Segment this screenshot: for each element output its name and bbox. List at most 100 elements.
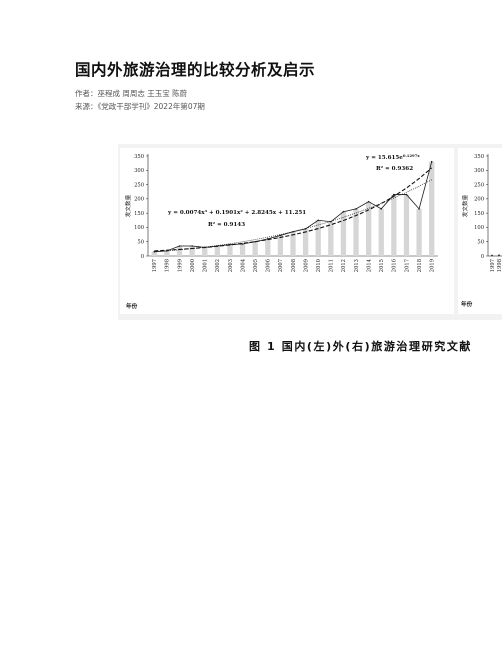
left-y-tick-label: 350 [134, 154, 144, 160]
left-y-tick-label: 0 [141, 254, 144, 260]
right-y-tick-label: 250 [474, 182, 484, 188]
figure-panel: 0 50 100 150 200 250 300 350 发文数量 1997 1998 1999 200… [118, 144, 502, 320]
left-x-tick-label: 2015 [379, 259, 385, 272]
left-data-point [367, 200, 370, 203]
left-x-tick-label: 2017 [404, 259, 410, 272]
left-x-tick-label: 2019 [429, 259, 435, 272]
left-bar [340, 211, 347, 256]
left-bar [353, 208, 359, 256]
right-x-axis-title: 年份 [461, 300, 473, 308]
left-data-point [254, 240, 256, 243]
right-chart-background [458, 148, 502, 314]
left-bar [151, 251, 157, 256]
left-data-point [216, 245, 219, 247]
right-data-point [498, 254, 500, 256]
left-data-point [266, 238, 269, 240]
document-title: 国内外旅游治理的比较分析及启示 [75, 61, 316, 79]
left-bar [315, 220, 321, 256]
right-y-tick-label: 0 [481, 254, 484, 260]
left-bar [378, 208, 384, 256]
right-data-point [491, 254, 493, 257]
left-bar [202, 247, 208, 256]
left-x-tick-label: 2005 [253, 259, 259, 272]
left-x-tick-label: 2013 [354, 259, 360, 272]
left-bar [176, 246, 183, 256]
left-data-point [203, 246, 206, 249]
left-chart-background [120, 148, 454, 314]
left-x-tick-label: 2018 [417, 259, 423, 272]
left-data-point [355, 208, 357, 210]
left-x-tick-label: 2012 [341, 259, 347, 272]
left-bar [227, 244, 233, 256]
left-data-point [418, 208, 420, 210]
right-y-tick-label: 300 [474, 168, 484, 174]
right-x-tick-label: 1998 [497, 259, 502, 272]
left-x-tick-label: 2002 [215, 259, 221, 272]
left-bar [239, 244, 246, 256]
left-data-point [317, 219, 320, 222]
left-exponential-trendline [154, 167, 433, 252]
left-bar [290, 231, 296, 256]
left-y-tick-label: 150 [134, 211, 144, 217]
left-bar [429, 161, 435, 256]
right-y-tick-label: 200 [474, 197, 484, 203]
left-y-tick-label: 250 [134, 182, 144, 188]
left-x-tick-label: 2014 [366, 258, 372, 272]
left-data-point [380, 208, 383, 210]
left-data-point [405, 193, 408, 196]
left-data-point [178, 245, 181, 247]
left-data-point [304, 228, 307, 230]
left-x-tick-label: 2004 [240, 258, 246, 272]
left-bar [214, 246, 220, 256]
right-y-tick-label: 50 [477, 240, 484, 246]
left-bar [366, 201, 372, 256]
left-data-point [153, 250, 156, 253]
left-bar [252, 241, 258, 256]
left-data-point [241, 243, 244, 245]
left-bar [265, 238, 271, 256]
left-data-point [279, 234, 282, 237]
left-data-point [430, 160, 433, 163]
left-bar [302, 228, 309, 256]
left-bar [164, 250, 170, 256]
right-y-tick-label: 350 [474, 154, 484, 160]
left-polynomial-equation: y = 0.0074x³ + 0.1901x² + 2.8245x + 11.2… [167, 209, 306, 216]
left-data-point [166, 250, 168, 252]
left-exponential-equation: y = 15.615e0.1297x [365, 153, 420, 161]
right-chart: 0 50 100 150 200 250 300 350 发文数量 1997 1998 年份 [458, 148, 502, 314]
right-y-tick-label: 100 [474, 225, 484, 231]
left-x-tick-label: 1997 [152, 259, 158, 272]
left-x-axis-title: 年份 [126, 302, 138, 310]
left-y-axis-title: 发文数量 [124, 194, 132, 217]
left-polynomial-r-squared: R² = 0.9143 [208, 221, 245, 228]
left-bar [189, 246, 195, 256]
left-data-point [229, 243, 231, 246]
left-x-tick-label: 2007 [278, 259, 284, 272]
left-x-tick-label: 2011 [329, 259, 335, 272]
source-line: 来源：《党政干部学刊》2022年第07期 [75, 102, 205, 111]
left-y-tick-label: 100 [134, 225, 144, 231]
left-x-tick-label: 2010 [316, 259, 322, 272]
left-x-tick-label: 1998 [165, 259, 171, 272]
left-chart: 0 50 100 150 200 250 300 350 发文数量 1997 1998 1999 200… [120, 148, 454, 314]
left-x-tick-label: 2003 [228, 259, 234, 272]
left-x-tick-label: 2009 [303, 259, 309, 272]
left-bar [328, 221, 334, 256]
left-x-tick-label: 2016 [392, 259, 398, 272]
left-x-tick-label: 2000 [190, 259, 196, 272]
left-data-point [393, 193, 395, 196]
left-exponential-r-squared: R² = 0.9362 [376, 165, 413, 172]
left-data-point [330, 220, 332, 223]
right-x-tick-label: 1997 [490, 259, 496, 272]
left-x-tick-label: 1999 [177, 259, 183, 272]
left-y-tick-label: 200 [134, 197, 144, 203]
author-line: 作者：巫程成 周周志 王玉宝 陈蔚 [75, 89, 188, 98]
left-bar [416, 208, 422, 256]
figure-caption: 图 1 国内(左)外(右)旅游治理研究文献 [249, 340, 473, 353]
left-data-point [191, 245, 193, 247]
left-y-tick-label: 50 [137, 240, 144, 246]
left-x-tick-label: 2006 [266, 259, 272, 272]
left-data-point [292, 230, 294, 233]
left-bar [403, 194, 410, 256]
left-x-tick-label: 2008 [291, 259, 297, 272]
